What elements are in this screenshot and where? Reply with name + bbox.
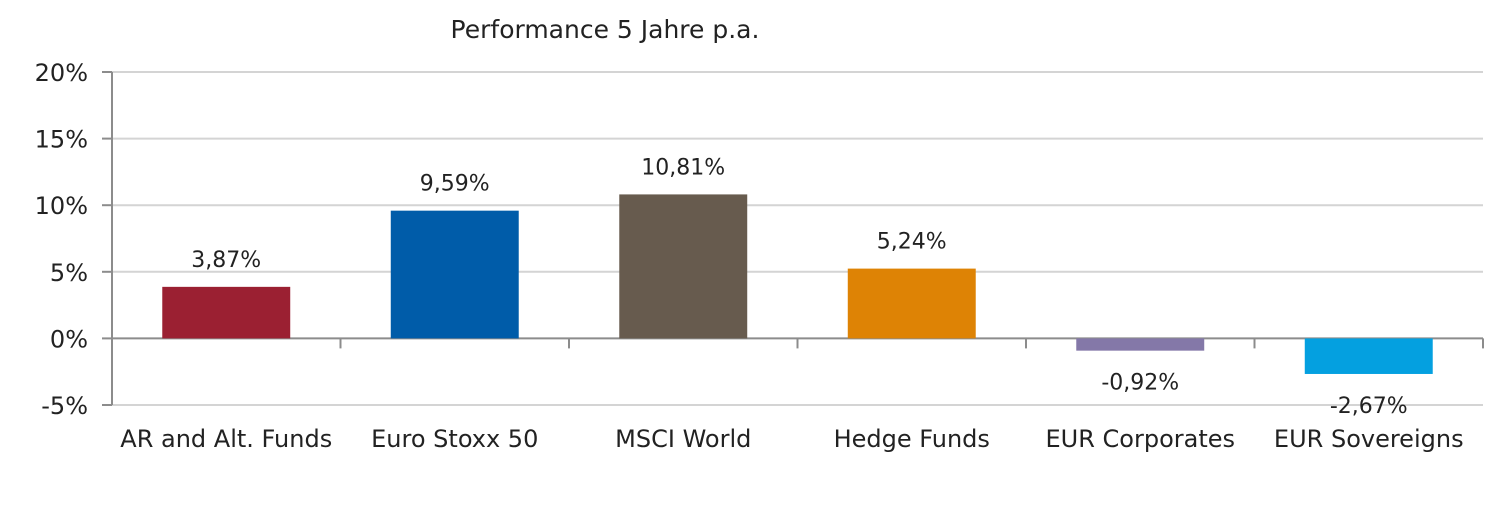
data-label: 3,87% [191,248,261,273]
data-label: -2,67% [1330,394,1408,419]
data-label: -0,92% [1101,371,1179,396]
y-tick-label: 15% [35,126,88,154]
y-tick-label: 5% [50,259,88,287]
data-label: 10,81% [641,155,725,180]
category-label: MSCI World [615,425,751,453]
y-tick-label: 20% [35,59,88,87]
category-label: Hedge Funds [834,425,990,453]
category-label: EUR Corporates [1045,425,1235,453]
data-label: 5,24% [877,230,947,255]
y-tick-label: -5% [41,392,88,420]
labels: 20% 15% 10% 5% 0% -5% 3,87% AR and Alt. Funds 9,… [35,59,1464,453]
bar-0 [162,286,291,339]
bar-3 [847,268,976,339]
y-tick-label: 0% [50,325,88,353]
data-label: 9,59% [420,172,490,197]
axes [102,71,1484,406]
category-label: EUR Sovereigns [1274,425,1464,453]
bar-4 [1076,338,1205,351]
chart-title: Performance 5 Jahre p.a. [451,15,760,44]
y-tick-label: 10% [35,192,88,220]
bars [162,194,1433,374]
category-label: Euro Stoxx 50 [371,425,538,453]
gridlines [112,71,1483,406]
bar-2 [619,194,748,339]
category-label: AR and Alt. Funds [120,425,332,453]
bar-5 [1304,338,1433,374]
bar-1 [390,210,519,339]
